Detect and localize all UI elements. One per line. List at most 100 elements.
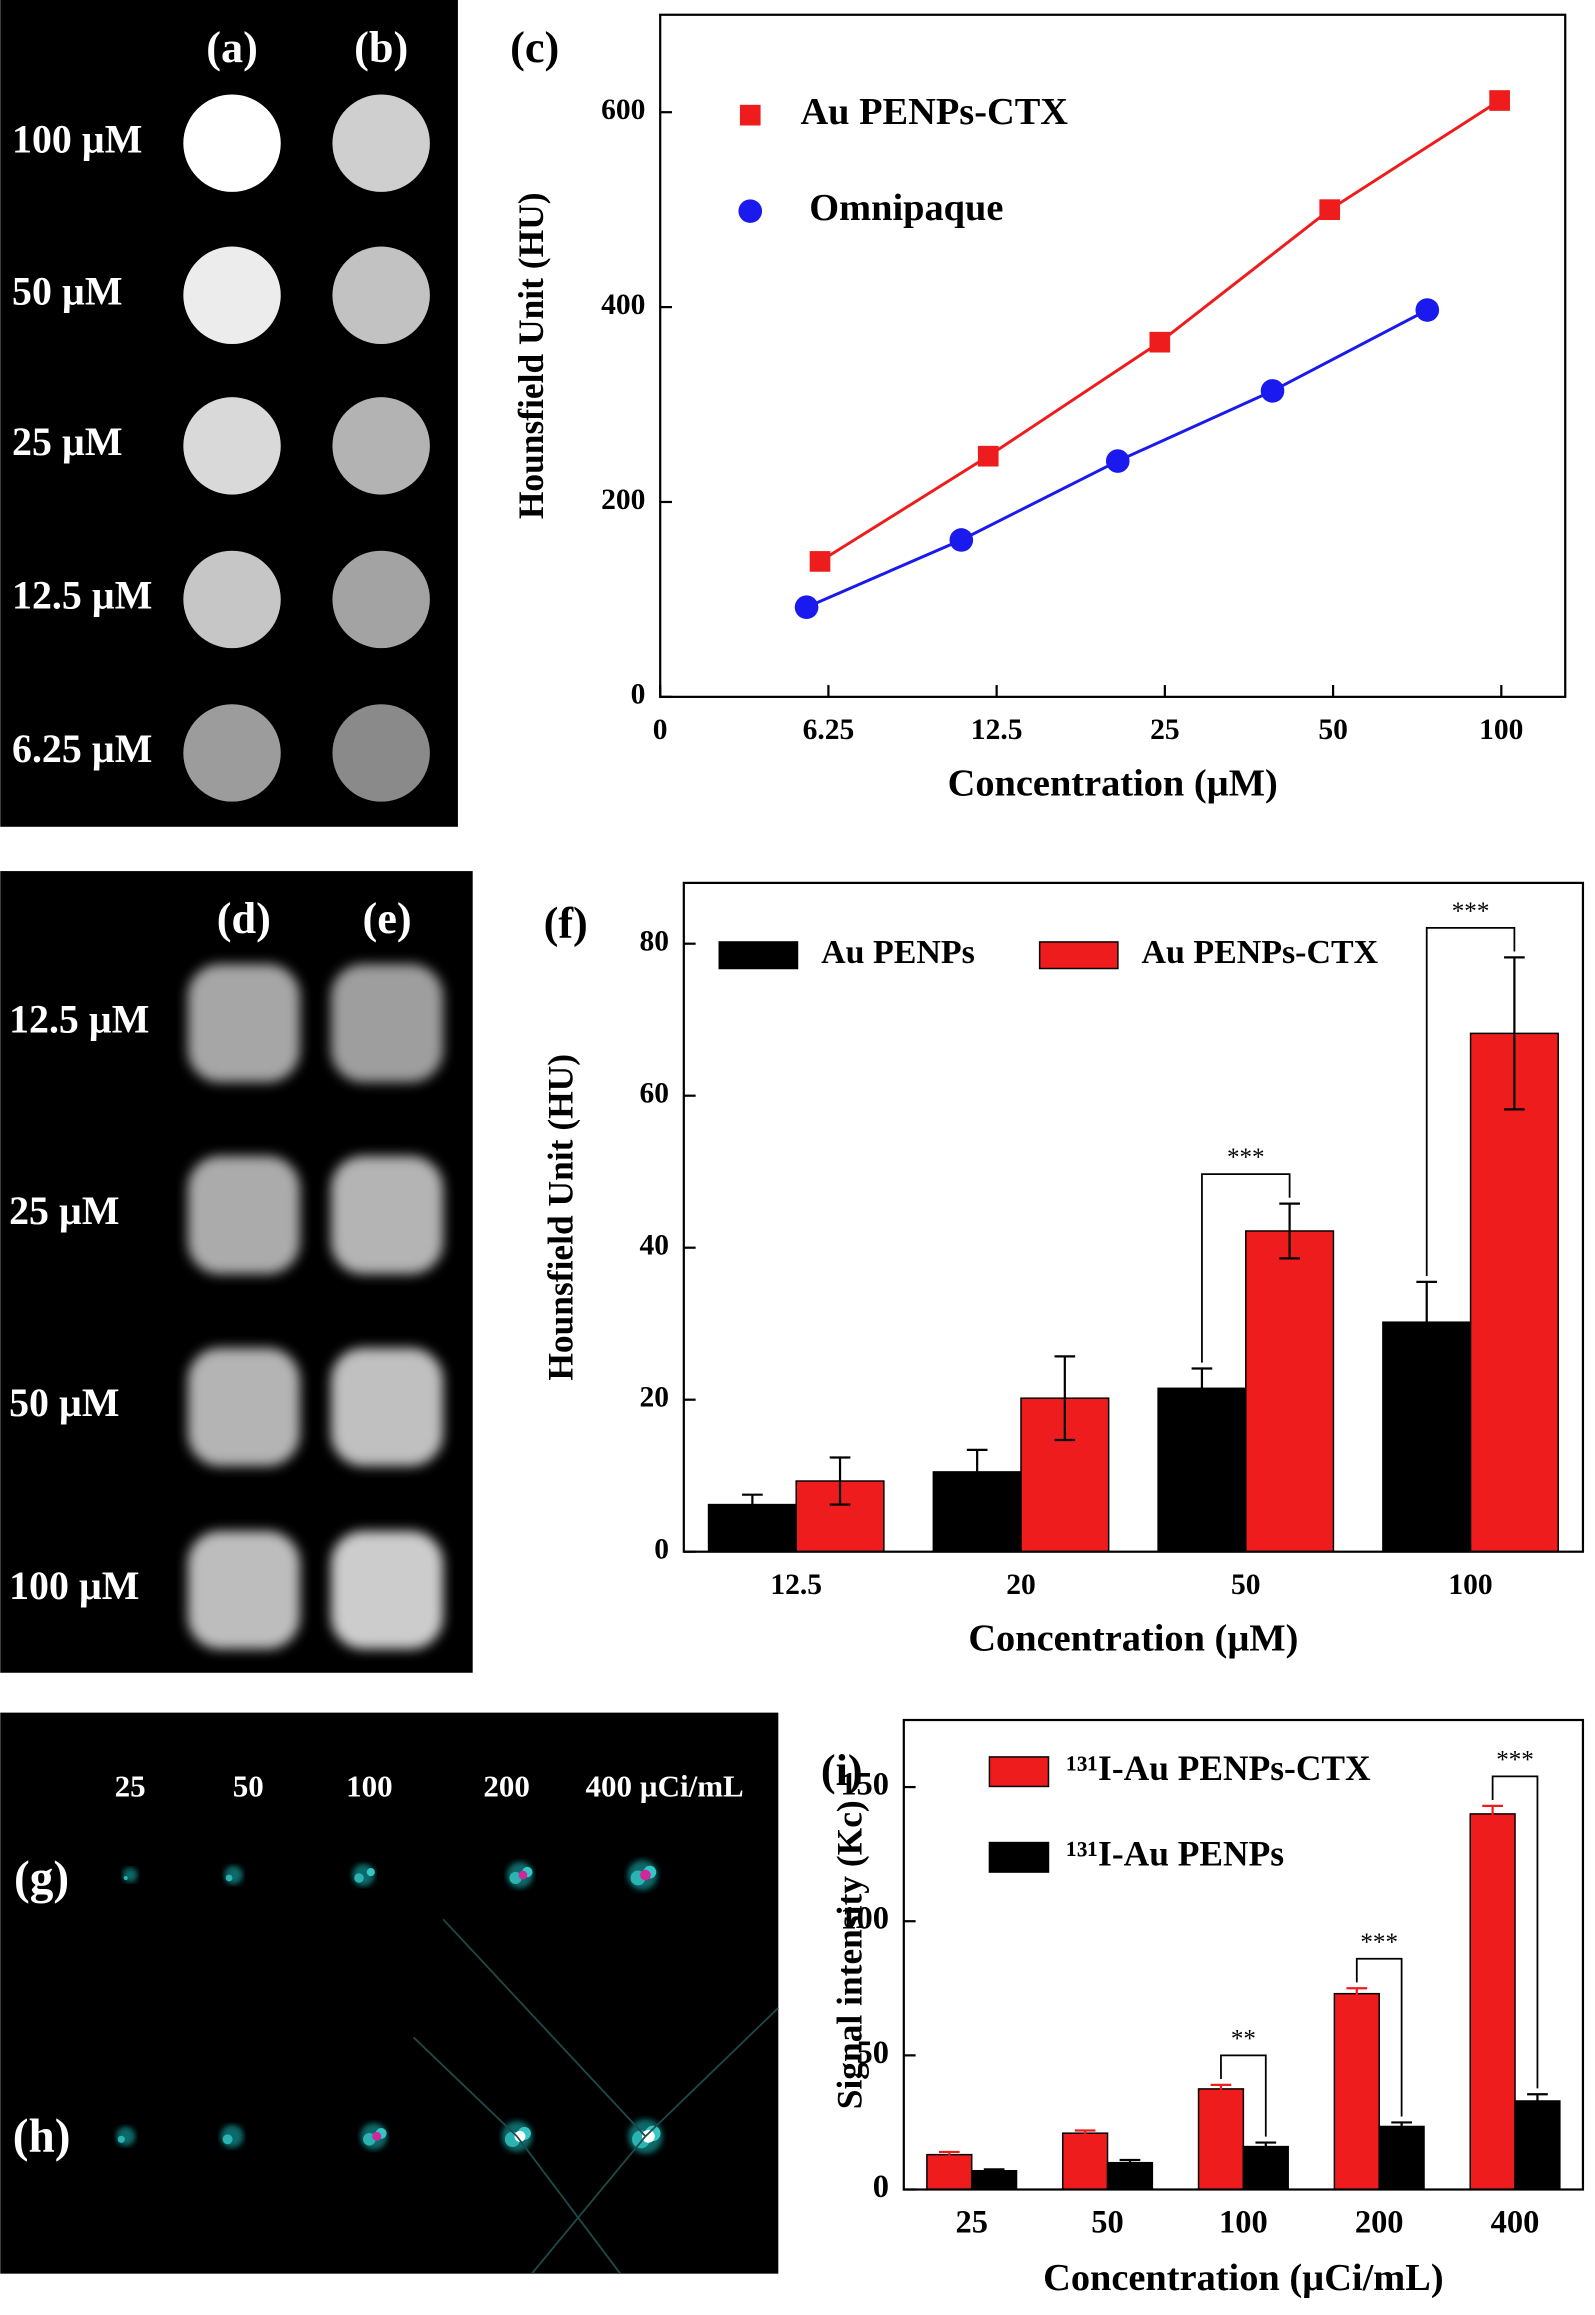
column-label: 200 — [483, 1769, 530, 1804]
legend-swatch — [988, 1841, 1050, 1873]
y-tick-label: 400 — [601, 289, 645, 321]
x-tick-label: 100 — [1219, 2204, 1268, 2240]
point — [794, 595, 819, 620]
column-label: 400 µCi/mL — [586, 1769, 744, 1804]
y-tick-label: 200 — [601, 484, 645, 516]
x-tick-label: 50 — [1091, 2204, 1123, 2240]
x-tick-label: 100 — [1448, 1569, 1492, 1601]
sample-spot — [183, 704, 281, 802]
dot-glow — [116, 2126, 136, 2146]
plot-frame — [902, 1718, 1585, 2191]
row-label: 100 µM — [12, 116, 142, 161]
sample-spot — [332, 704, 430, 802]
error-bar — [1054, 1355, 1076, 1442]
sample-spot — [332, 246, 430, 345]
column-label: (a) — [206, 23, 258, 72]
legend-label: ¹³¹I-Au PENPs-CTX — [1066, 1748, 1371, 1788]
x-tick-label: 50 — [1318, 714, 1348, 746]
sample-spot — [183, 550, 281, 649]
error-bar — [1346, 1987, 1368, 2001]
sample-spot — [187, 964, 300, 1083]
dot — [354, 1873, 364, 1883]
x-axis-label: Concentration (µM) — [948, 763, 1278, 805]
y-tick-label: 50 — [857, 2035, 889, 2071]
column-label: (e) — [362, 894, 411, 943]
streak — [413, 2036, 518, 2137]
x-axis-label: Concentration (µM) — [968, 1618, 1298, 1660]
column-label: (d) — [217, 894, 271, 943]
legend-marker — [739, 104, 761, 126]
series-line — [819, 99, 1501, 563]
column-label: 25 — [115, 1769, 146, 1804]
y-tick-label: 80 — [640, 925, 670, 957]
y-axis-label: Hounsfield Unit (HU) — [511, 192, 551, 519]
point — [1260, 379, 1285, 403]
error-bar — [829, 1456, 851, 1506]
legend-label: ¹³¹I-Au PENPs — [1066, 1833, 1284, 1873]
legend-swatch — [1038, 941, 1119, 970]
point — [977, 445, 999, 467]
column-label: 50 — [233, 1769, 264, 1804]
significance-bracket — [1355, 1957, 1403, 2117]
significance-label: *** — [1452, 898, 1490, 925]
row-label: 50 µM — [9, 1380, 119, 1425]
x-axis-label: Concentration (µCi/mL) — [1043, 2257, 1443, 2299]
sample-spot — [332, 94, 430, 192]
y-tick-label: 40 — [640, 1229, 670, 1261]
x-tick-label: 20 — [1006, 1569, 1036, 1601]
bar — [1106, 2161, 1154, 2191]
x-tick-label: 100 — [1479, 714, 1523, 746]
legend-swatch — [718, 941, 799, 970]
y-tick-label: 0 — [631, 679, 646, 711]
row-label: 25 µM — [12, 419, 122, 464]
sample-spot — [330, 1347, 444, 1467]
point — [1319, 199, 1341, 220]
streak — [644, 2007, 779, 2137]
significance-bracket — [1220, 2054, 1267, 2137]
y-tick-label: 0 — [654, 1533, 669, 1565]
error-bar — [1416, 1280, 1438, 1364]
x-tick-label: 50 — [1231, 1569, 1261, 1601]
legend-marker — [738, 199, 763, 223]
dot-glow — [122, 1867, 138, 1883]
legend-label: Omnipaque — [809, 187, 1003, 229]
row-label: 6.25 µM — [12, 726, 152, 771]
plot-frame — [659, 13, 1567, 698]
y-axis-label: Hounsfield Unit (HU) — [540, 1054, 580, 1381]
x-tick-label: 200 — [1355, 2204, 1404, 2240]
legend-label: Au PENPs-CTX — [800, 91, 1068, 133]
y-tick-label: 150 — [840, 1767, 889, 1803]
row-label: (h) — [13, 2111, 71, 2163]
y-tick-label: 20 — [640, 1381, 670, 1413]
error-bar — [1255, 2141, 1277, 2152]
dot-core — [514, 2130, 526, 2142]
error-bar — [983, 2168, 1005, 2174]
bar — [1197, 2088, 1245, 2191]
legend-swatch — [988, 1756, 1050, 1788]
dot-core — [641, 2129, 655, 2143]
sample-spot — [183, 94, 281, 192]
dot-core — [640, 1869, 651, 1881]
bar — [1378, 2125, 1425, 2191]
dot-core — [372, 2131, 382, 2141]
sample-spot — [187, 1156, 300, 1275]
x-tick-label: 12.5 — [971, 714, 1023, 746]
point — [949, 528, 974, 552]
column-label: (b) — [354, 23, 408, 72]
row-label: 50 µM — [12, 268, 122, 313]
row-label: 12.5 µM — [12, 573, 152, 618]
legend-label: Au PENPs-CTX — [1142, 934, 1379, 971]
sample-spot — [332, 550, 430, 649]
error-bar — [1527, 2093, 1548, 2109]
panel-label: (f) — [544, 898, 588, 947]
bar — [1061, 2132, 1109, 2191]
x-tick-label: 25 — [1150, 714, 1180, 746]
significance-label: *** — [1360, 1929, 1398, 1956]
significance-label: ** — [1231, 2025, 1256, 2052]
x-tick-label: 0 — [653, 714, 668, 746]
bar — [1469, 1813, 1516, 2191]
error-bar — [1504, 956, 1525, 1111]
error-bar — [742, 1493, 763, 1516]
